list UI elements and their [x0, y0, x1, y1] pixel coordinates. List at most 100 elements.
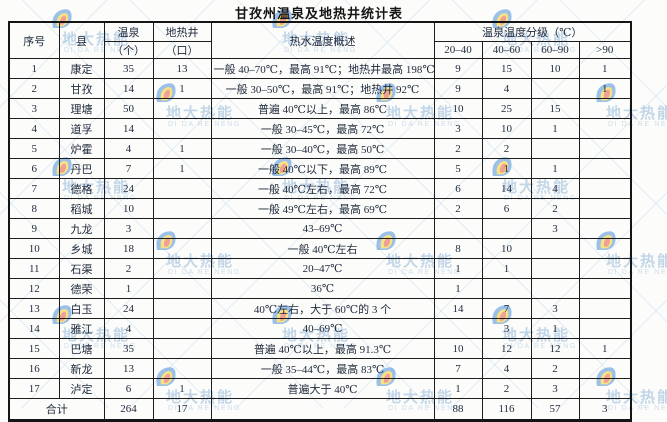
cell-no: 14: [8, 318, 60, 339]
cell-county: 稻城: [58, 198, 105, 219]
cell-wells: 1: [152, 158, 212, 179]
cell-desc: 一般 40℃以下，最高 89℃: [210, 158, 435, 179]
cell-grade-40-60: [481, 218, 532, 239]
cell-grade-60-90: 3: [530, 218, 580, 239]
cell-grade-90plus: [578, 358, 632, 379]
cell-county: 雅江: [58, 318, 105, 339]
cell-desc: 一般 40℃左右: [210, 238, 435, 259]
cell-desc: 20–47℃: [210, 258, 435, 279]
cell-grade-60-90: 10: [530, 58, 580, 79]
table-row: 9 九龙 3 43–69℃ 3: [8, 218, 632, 239]
total-grade-40-60: 116: [481, 398, 532, 421]
cell-springs: 35: [103, 58, 154, 79]
header-grade-90plus: >90: [578, 41, 632, 59]
cell-grade-60-90: 12: [530, 338, 580, 359]
cell-desc: 40–69℃: [210, 318, 435, 339]
cell-grade-60-90: 4: [530, 178, 580, 199]
cell-desc: 普遍 40℃以上，最高 91.3℃: [210, 338, 435, 359]
cell-grade-90plus: [578, 198, 632, 219]
cell-no: 16: [8, 358, 60, 379]
cell-county: 康定: [58, 58, 105, 79]
cell-grade-90plus: [578, 378, 632, 399]
cell-springs: 24: [103, 178, 154, 199]
cell-desc: 普遍大于 40℃: [210, 378, 435, 399]
cell-wells: [152, 358, 212, 379]
header-county: 县: [58, 21, 105, 59]
cell-grade-20-40: 3: [433, 118, 483, 139]
cell-grade-40-60: 4: [481, 358, 532, 379]
cell-grade-20-40: 1: [433, 378, 483, 399]
table-row: 17 泸定 6 1 普遍大于 40℃ 1 2 3: [8, 378, 632, 399]
cell-desc: 一般 30–40℃，最高 50℃: [210, 138, 435, 159]
cell-grade-40-60: 3: [481, 318, 532, 339]
header-desc: 热水温度概述: [210, 21, 435, 59]
header-grade-20-40: 20–40: [433, 41, 483, 59]
stats-table: 序号 县 温泉 地热井 热水温度概述 温泉温度分级（℃） （个） （口） 20–…: [8, 21, 632, 422]
cell-grade-90plus: [578, 298, 632, 319]
table-row: 13 白玉 24 40℃左右，大于 60℃的 3 个 14 7 3: [8, 298, 632, 319]
cell-grade-40-60: 15: [481, 58, 532, 79]
header-springs: 温泉: [103, 21, 154, 42]
cell-grade-60-90: 15: [530, 98, 580, 119]
cell-grade-40-60: 6: [481, 198, 532, 219]
cell-grade-20-40: 5: [433, 158, 483, 179]
cell-grade-60-90: 1: [530, 118, 580, 139]
cell-grade-60-90: 2: [530, 358, 580, 379]
cell-springs: 3: [103, 218, 154, 239]
cell-grade-90plus: [578, 158, 632, 179]
cell-grade-20-40: [433, 318, 483, 339]
header-grade-40-60: 40–60: [481, 41, 532, 59]
table-row: 7 德格 24 一般 40℃左右，最高 72℃ 6 14 4: [8, 178, 632, 199]
cell-springs: 35: [103, 338, 154, 359]
cell-grade-20-40: 1: [433, 278, 483, 299]
cell-springs: 14: [103, 78, 154, 99]
cell-grade-90plus: [578, 318, 632, 339]
cell-desc: 43–69℃: [210, 218, 435, 239]
cell-desc: 普遍 40℃以上，最高 86℃: [210, 98, 435, 119]
cell-no: 10: [8, 238, 60, 259]
table-row: 6 丹巴 7 1 一般 40℃以下，最高 89℃ 5 1 1: [8, 158, 632, 179]
cell-springs: 1: [103, 278, 154, 299]
cell-county: 道孚: [58, 118, 105, 139]
cell-no: 2: [8, 78, 60, 99]
cell-county: 石渠: [58, 258, 105, 279]
cell-grade-60-90: [530, 78, 580, 99]
cell-springs: 13: [103, 358, 154, 379]
total-label: 合计: [8, 398, 105, 421]
cell-wells: [152, 198, 212, 219]
cell-grade-90plus: 1: [578, 338, 632, 359]
cell-wells: [152, 318, 212, 339]
cell-desc: 一般 35–44℃，最高 83℃: [210, 358, 435, 379]
cell-grade-20-40: 7: [433, 358, 483, 379]
cell-wells: [152, 218, 212, 239]
total-grade-60-90: 57: [530, 398, 580, 421]
table-header: 序号 县 温泉 地热井 热水温度概述 温泉温度分级（℃） （个） （口） 20–…: [8, 21, 632, 59]
cell-grade-60-90: [530, 138, 580, 159]
cell-grade-40-60: 12: [481, 338, 532, 359]
cell-grade-40-60: 10: [481, 238, 532, 259]
cell-grade-90plus: [578, 98, 632, 119]
table-row: 10 乡城 18 一般 40℃左右 8 10: [8, 238, 632, 259]
cell-grade-90plus: [578, 218, 632, 239]
cell-county: 理塘: [58, 98, 105, 119]
cell-wells: [152, 338, 212, 359]
cell-no: 1: [8, 58, 60, 79]
cell-grade-60-90: 1: [530, 318, 580, 339]
cell-grade-40-60: 7: [481, 298, 532, 319]
cell-grade-40-60: 2: [481, 138, 532, 159]
cell-grade-90plus: [578, 258, 632, 279]
cell-wells: [152, 98, 212, 119]
cell-grade-20-40: 14: [433, 298, 483, 319]
table-row: 5 炉霍 4 1 一般 30–40℃，最高 50℃ 2 2: [8, 138, 632, 159]
cell-grade-40-60: 4: [481, 78, 532, 99]
total-desc: [210, 398, 435, 421]
cell-county: 丹巴: [58, 158, 105, 179]
cell-grade-60-90: [530, 278, 580, 299]
cell-grade-90plus: 1: [578, 58, 632, 79]
cell-wells: 1: [152, 378, 212, 399]
cell-desc: 一般 30–45℃，最高 72℃: [210, 118, 435, 139]
cell-county: 炉霍: [58, 138, 105, 159]
cell-no: 6: [8, 158, 60, 179]
table-body: 1 康定 35 13 一般 40–70℃，最高 91℃；地热井最高 198℃ 9…: [8, 58, 632, 399]
